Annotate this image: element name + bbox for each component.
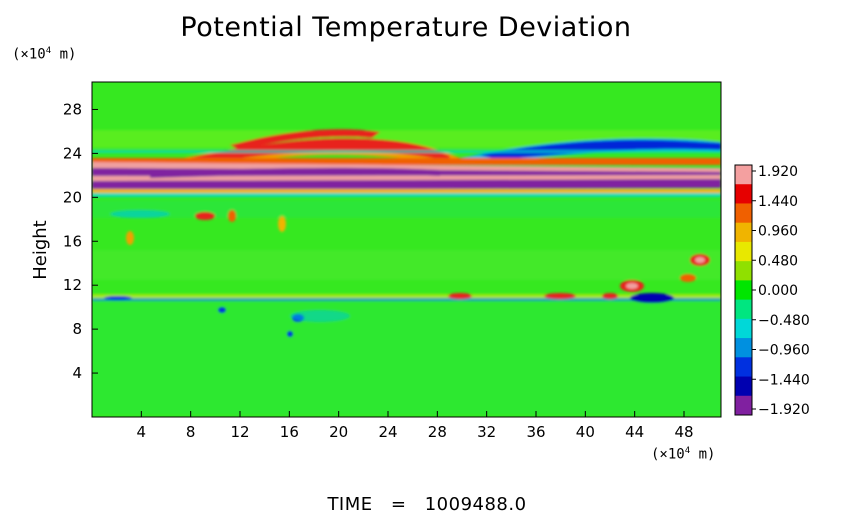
colorbar-label: −1.920 [758,402,810,418]
colorbar-label: −1.440 [758,372,810,388]
y-tick-label: 24 [63,144,82,162]
colorbar-swatch [735,338,752,358]
x-tick-label: 48 [674,423,693,441]
time-value: 1009488.0 [424,494,527,515]
colorbar-swatch [735,318,752,339]
colorbar-label: 0.960 [758,224,798,240]
x-tick-label: 24 [378,423,397,441]
colorbar-swatch [735,203,752,224]
y-axis: 4 8 12 16 20 24 28 [63,100,98,382]
time-equals: = [390,494,407,515]
colorbar-swatch [735,299,752,320]
colorbar-label: 0.000 [758,283,798,299]
x-tick-label: 32 [477,423,496,441]
x-axis: 4 8 12 16 20 24 28 32 36 40 44 48 [137,411,694,441]
x-tick-label: 20 [329,423,348,441]
chart-title: Potential Temperature Deviation [180,12,632,43]
colorbar-swatch [735,184,752,204]
colorbar-label: 0.480 [758,253,798,269]
y-tick-label: 20 [63,188,82,206]
x-tick-label: 4 [137,423,147,441]
y-tick-label: 28 [63,100,82,118]
y-axis-label: Height [30,220,51,280]
colorbar-swatch [735,222,752,243]
y-tick-label: 4 [72,364,82,382]
x-tick-label: 28 [428,423,447,441]
colorbar-swatch [735,395,752,416]
plot-frame [91,81,722,418]
colorbar-label: −0.480 [758,313,810,329]
x-tick-label: 12 [230,423,249,441]
x-tick-label: 8 [186,423,196,441]
colorbar-label: 1.440 [758,194,798,210]
colorbar: 1.920 1.440 0.960 0.480 0.000 −0.480 −0.960 −1.… [734,164,810,418]
heatmap-field [92,82,721,417]
x-tick-label: 36 [526,423,545,441]
y-tick-label: 12 [63,276,82,294]
x-tick-label: 40 [576,423,595,441]
y-tick-label: 16 [63,232,82,250]
colorbar-label: 1.920 [758,164,798,180]
colorbar-swatch [735,261,752,281]
colorbar-swatch [735,280,752,301]
colorbar-swatch [735,165,752,185]
x-tick-label: 44 [625,423,644,441]
time-readout: TIME = 1009488.0 [0,494,854,515]
colorbar-swatch [735,376,752,397]
y-tick-label: 8 [72,320,82,338]
colorbar-label: −0.960 [758,343,810,359]
x-unit-label: (×104 m) [651,446,716,463]
colorbar-swatch [735,357,752,378]
x-tick-label: 16 [280,423,299,441]
y-unit-label: (×104 m) [12,46,77,63]
time-label: TIME [327,494,373,515]
colorbar-swatch [735,241,752,262]
